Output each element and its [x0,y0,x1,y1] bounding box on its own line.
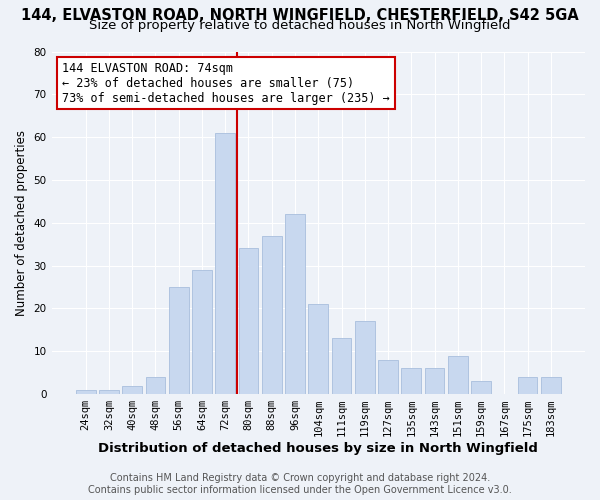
Bar [518,377,538,394]
Bar [308,304,328,394]
X-axis label: Distribution of detached houses by size in North Wingfield: Distribution of detached houses by size … [98,442,538,455]
Bar [262,236,281,394]
Bar [541,377,561,394]
Bar [332,338,352,394]
Bar [215,133,235,394]
Bar [355,322,374,394]
Bar [146,377,166,394]
Text: 144 ELVASTON ROAD: 74sqm
← 23% of detached houses are smaller (75)
73% of semi-d: 144 ELVASTON ROAD: 74sqm ← 23% of detach… [62,62,390,105]
Bar [471,381,491,394]
Bar [169,287,188,394]
Bar [76,390,95,394]
Bar [122,386,142,394]
Bar [401,368,421,394]
Bar [448,356,468,394]
Bar [425,368,445,394]
Bar [192,270,212,394]
Text: Contains HM Land Registry data © Crown copyright and database right 2024.
Contai: Contains HM Land Registry data © Crown c… [88,474,512,495]
Bar [99,390,119,394]
Y-axis label: Number of detached properties: Number of detached properties [15,130,28,316]
Bar [378,360,398,394]
Text: 144, ELVASTON ROAD, NORTH WINGFIELD, CHESTERFIELD, S42 5GA: 144, ELVASTON ROAD, NORTH WINGFIELD, CHE… [21,8,579,22]
Bar [239,248,259,394]
Text: Size of property relative to detached houses in North Wingfield: Size of property relative to detached ho… [89,19,511,32]
Bar [285,214,305,394]
